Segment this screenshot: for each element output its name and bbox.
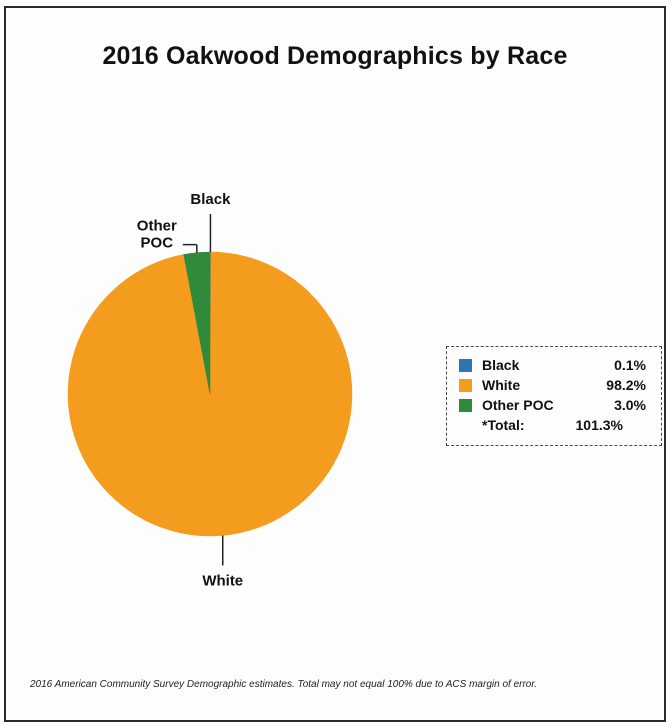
- source-note: 2016 American Community Survey Demograph…: [30, 679, 538, 690]
- legend-swatch-black: [459, 358, 472, 372]
- legend-swatch-other-poc: [459, 398, 472, 412]
- legend-total: *Total: 101.3%: [459, 415, 661, 435]
- legend-item-other-poc: Other POC 3.0%: [459, 395, 661, 415]
- legend-label-other-poc: Other POC: [482, 397, 554, 413]
- legend-value-other-poc: 3.0%: [614, 397, 646, 413]
- pie-chart: Black White Other POC: [67, 191, 353, 589]
- legend-label-white: White: [482, 377, 521, 393]
- legend-item-white: White 98.2%: [459, 375, 661, 395]
- legend-value-black: 0.1%: [614, 357, 646, 373]
- legend-swatch-white: [459, 378, 472, 392]
- legend-label-black: Black: [482, 357, 520, 373]
- legend: Black 0.1% White 98.2% Other POC 3.0% *T…: [446, 346, 662, 446]
- legend-value-white: 98.2%: [606, 377, 646, 393]
- legend-item-black: Black 0.1%: [459, 355, 661, 375]
- legend-total-label: *Total:: [482, 417, 525, 433]
- chart-title: 2016 Oakwood Demographics by Race: [102, 42, 568, 70]
- legend-total-value: 101.3%: [575, 417, 623, 433]
- chart-frame: 2016 Oakwood Demographics by Race Black W…: [4, 6, 666, 722]
- data-label-black: Black: [190, 191, 231, 208]
- data-label-other-poc: Other POC: [137, 218, 177, 252]
- data-label-white: White: [202, 572, 243, 589]
